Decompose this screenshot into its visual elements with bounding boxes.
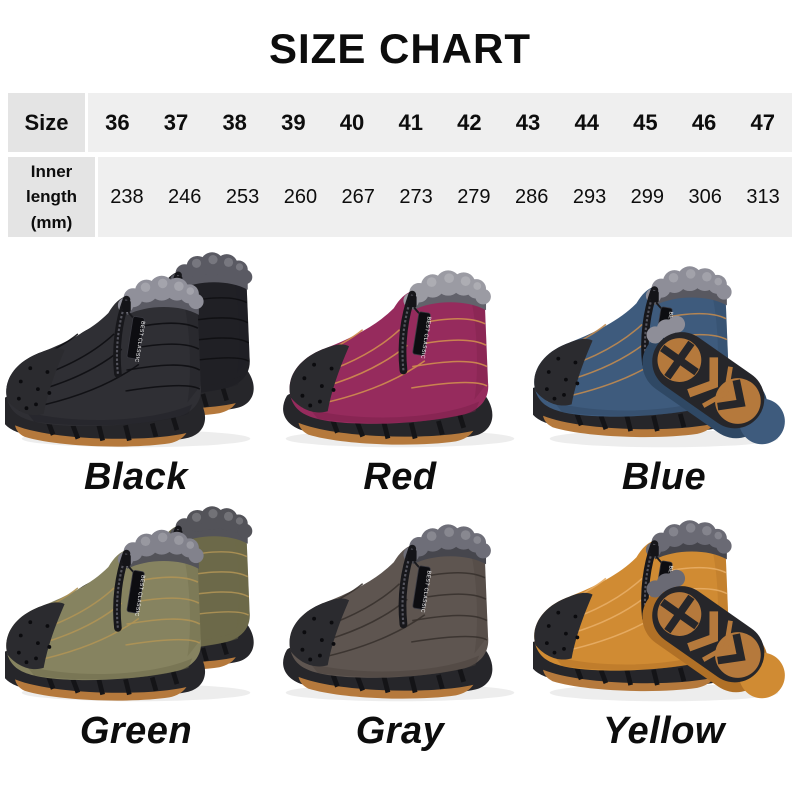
- length-value-cell: 286: [515, 185, 549, 208]
- length-value-cell: 299: [630, 185, 665, 208]
- size-value-cell: 37: [163, 109, 189, 135]
- product-photo-black: BEST CLASSIC BEST CLASSIC: [5, 252, 267, 452]
- product-card-green: BEST CLASSIC BEST CLASSIC Green: [4, 506, 268, 756]
- size-values: 36 37 38 39 40 41 42 43 44 45 46 47: [88, 93, 792, 152]
- table-length-row: Inner length (mm) 238 246 253 260 267 27…: [8, 157, 792, 237]
- length-value-cell: 313: [746, 185, 780, 208]
- length-values: 238 246 253 260 267 273 279 286 293 299 …: [98, 157, 792, 237]
- product-label-green: Green: [79, 709, 193, 752]
- boot-illustration: BEST CLASSIC: [283, 270, 515, 448]
- boot-illustration: BEST CLASSIC: [283, 524, 515, 702]
- product-label-blue: Blue: [621, 455, 707, 498]
- product-photo-green: BEST CLASSIC BEST CLASSIC: [5, 506, 267, 706]
- length-value-cell: 306: [688, 185, 722, 208]
- product-card-blue: BEST CLASSIC Blue: [532, 252, 796, 502]
- product-card-gray: BEST CLASSIC Gray: [268, 506, 532, 756]
- length-value-cell: 260: [283, 185, 318, 208]
- boot-illustration: BEST CLASSIC BEST CLASSIC: [5, 252, 254, 448]
- boot-illustration: BEST CLASSIC BEST CLASSIC: [5, 506, 254, 702]
- table-size-row: Size 36 37 38 39 40 41 42 43 44 45 46 47: [8, 93, 792, 152]
- product-grid: BEST CLASSIC BEST CLASSIC Black: [0, 252, 800, 756]
- size-value-cell: 42: [457, 109, 482, 135]
- size-value-cell: 45: [633, 109, 658, 135]
- size-table: Size 36 37 38 39 40 41 42 43 44 45 46 47…: [8, 93, 792, 237]
- size-header-cell: Size: [8, 93, 85, 152]
- boot-illustration: BEST CLASSIC: [533, 520, 785, 702]
- size-value-cell: 36: [105, 109, 130, 135]
- product-photo-gray: BEST CLASSIC: [269, 506, 531, 706]
- size-value-cell: 41: [398, 109, 423, 135]
- length-value-cell: 267: [341, 185, 375, 208]
- length-value-cell: 279: [457, 185, 491, 208]
- product-label-black: Black: [84, 455, 188, 498]
- product-card-black: BEST CLASSIC BEST CLASSIC Black: [4, 252, 268, 502]
- product-photo-yellow: BEST CLASSIC: [533, 506, 795, 706]
- size-value-cell: 46: [691, 109, 717, 135]
- size-value-cell: 39: [281, 109, 306, 135]
- product-label-gray: Gray: [355, 709, 445, 752]
- boot-illustration: BEST CLASSIC: [533, 266, 785, 448]
- product-photo-blue: BEST CLASSIC: [533, 252, 795, 452]
- product-label-red: Red: [363, 455, 437, 498]
- product-label-yellow: Yellow: [603, 709, 725, 752]
- size-value-cell: 47: [750, 109, 775, 135]
- length-value-cell: 253: [225, 185, 260, 208]
- length-value-cell: 238: [110, 185, 144, 208]
- size-value-cell: 38: [222, 109, 247, 135]
- length-value-cell: 293: [572, 185, 607, 208]
- product-card-red: BEST CLASSIC Red: [268, 252, 532, 502]
- length-value-cell: 273: [399, 185, 433, 208]
- size-value-cell: 40: [339, 109, 365, 135]
- product-card-yellow: BEST CLASSIC Yellow: [532, 506, 796, 756]
- length-header-cell: Inner length (mm): [8, 157, 95, 237]
- size-value-cell: 43: [515, 109, 541, 135]
- length-value-cell: 246: [168, 185, 202, 208]
- size-value-cell: 44: [574, 109, 599, 135]
- page-title: SIZE CHART: [269, 25, 531, 72]
- product-photo-red: BEST CLASSIC: [269, 252, 531, 452]
